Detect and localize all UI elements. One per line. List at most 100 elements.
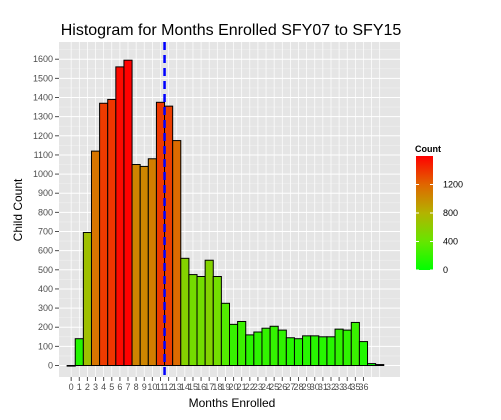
- x-tick-label: 14: [180, 382, 190, 392]
- x-tick-label: 30: [310, 382, 320, 392]
- y-tick-label: 1300: [33, 112, 53, 122]
- histogram-bar: [212, 276, 222, 367]
- x-tick-label: 29: [302, 382, 312, 392]
- legend-colorbar: [416, 156, 433, 270]
- histogram-bar: [310, 335, 320, 367]
- x-tick-label: 27: [285, 382, 295, 392]
- histogram-bar: [350, 321, 360, 367]
- histogram-bar: [66, 365, 76, 367]
- x-tick-label: 23: [253, 382, 263, 392]
- y-tick-label: 1400: [33, 93, 53, 103]
- histogram-bar: [204, 259, 214, 367]
- y-tick-label: 100: [38, 341, 53, 351]
- histogram-bar: [107, 98, 117, 367]
- x-tick-label: 21: [237, 382, 247, 392]
- y-tick-label: 1100: [34, 150, 53, 160]
- x-tick-label: 28: [294, 382, 304, 392]
- histogram-bar: [293, 338, 304, 367]
- histogram-bar: [220, 302, 230, 367]
- x-tick-label: 12: [164, 382, 174, 392]
- y-tick-label: 800: [38, 207, 53, 217]
- x-tick-label: 31: [318, 382, 328, 392]
- histogram-bar: [358, 341, 369, 367]
- histogram-bar: [147, 158, 157, 367]
- chart-title: Histogram for Months Enrolled SFY07 to S…: [61, 22, 402, 39]
- x-tick-label: 34: [342, 382, 352, 392]
- histogram-bar: [261, 327, 271, 367]
- x-tick-label: 4: [101, 382, 106, 392]
- y-tick-label: 1600: [33, 54, 53, 64]
- histogram-bar: [188, 274, 198, 367]
- x-tick-label: 10: [147, 382, 157, 392]
- histogram-bar: [269, 325, 279, 367]
- legend-tick-label: 400: [443, 237, 458, 247]
- x-tick-label: 9: [142, 382, 147, 392]
- x-tick-label: 2: [85, 382, 90, 392]
- legend-title: Count: [415, 144, 441, 154]
- histogram-bar: [131, 164, 141, 367]
- y-tick-label: 600: [38, 246, 53, 256]
- x-tick-label: 33: [334, 382, 344, 392]
- x-axis-ticks: 0 1 2 3 4 5 6 7 8 9 101112131415161718192021222324…: [69, 377, 368, 392]
- y-tick-label: 900: [38, 188, 53, 198]
- y-tick-label: 1200: [33, 131, 53, 141]
- histogram-bar: [285, 337, 295, 367]
- x-tick-label: 22: [245, 382, 255, 392]
- histogram-bar: [245, 334, 255, 367]
- x-tick-label: 15: [188, 382, 198, 392]
- legend-tick-label: 800: [443, 208, 458, 218]
- y-tick-label: 500: [38, 265, 53, 275]
- histogram-bar: [237, 320, 247, 367]
- x-tick-label: 8: [134, 382, 139, 392]
- x-axis-title: Months Enrolled: [189, 396, 276, 410]
- histogram-bar: [367, 363, 377, 367]
- y-axis-ticks: 0 100 200 300 400 500 600 700 800 900 1000 1100 1200…: [33, 54, 59, 371]
- legend: Count 0 400 800 1200: [415, 144, 463, 275]
- histogram-bar: [123, 59, 133, 367]
- histogram-bar: [99, 102, 109, 367]
- x-tick-label: 19: [220, 382, 230, 392]
- y-tick-label: 700: [38, 227, 53, 237]
- histogram-bar: [334, 328, 344, 367]
- legend-ticks: 0 400 800 1200: [416, 180, 463, 275]
- histogram-bar: [318, 336, 328, 367]
- histogram-bars: [66, 59, 385, 367]
- x-tick-label: 16: [196, 382, 206, 392]
- y-tick-label: 0: [48, 361, 53, 371]
- x-tick-label: 26: [277, 382, 287, 392]
- histogram-bar: [139, 165, 149, 367]
- x-tick-label: 25: [269, 382, 279, 392]
- histogram-bar: [82, 231, 92, 367]
- y-tick-label: 1000: [33, 169, 53, 179]
- x-tick-label: 36: [358, 382, 368, 392]
- histogram-bar: [326, 336, 336, 367]
- y-tick-label: 300: [38, 303, 53, 313]
- legend-tick-label: 0: [443, 265, 448, 275]
- histogram-bar: [196, 276, 206, 367]
- x-tick-label: 20: [229, 382, 239, 392]
- x-tick-label: 0: [69, 382, 74, 392]
- histogram-bar: [180, 257, 190, 367]
- x-tick-label: 32: [326, 382, 336, 392]
- histogram-bar: [253, 331, 263, 367]
- y-tick-label: 400: [38, 284, 53, 294]
- histogram-bar: [90, 150, 101, 367]
- x-tick-label: 1: [77, 382, 82, 392]
- x-tick-label: 17: [204, 382, 214, 392]
- histogram-bar: [74, 338, 84, 367]
- x-tick-label: 24: [261, 382, 271, 392]
- x-tick-label: 13: [172, 382, 182, 392]
- x-tick-label: 3: [93, 382, 98, 392]
- histogram-bar: [302, 335, 312, 367]
- x-tick-label: 35: [350, 382, 360, 392]
- x-tick-label: 18: [212, 382, 222, 392]
- x-tick-label: 6: [117, 382, 122, 392]
- legend-tick-label: 1200: [443, 180, 463, 190]
- histogram-bar: [115, 66, 125, 367]
- histogram-bar: [375, 364, 385, 367]
- x-tick-label: 5: [109, 382, 114, 392]
- x-tick-label: 7: [126, 382, 131, 392]
- histogram-bar: [277, 329, 287, 367]
- x-tick-label: 11: [156, 382, 165, 392]
